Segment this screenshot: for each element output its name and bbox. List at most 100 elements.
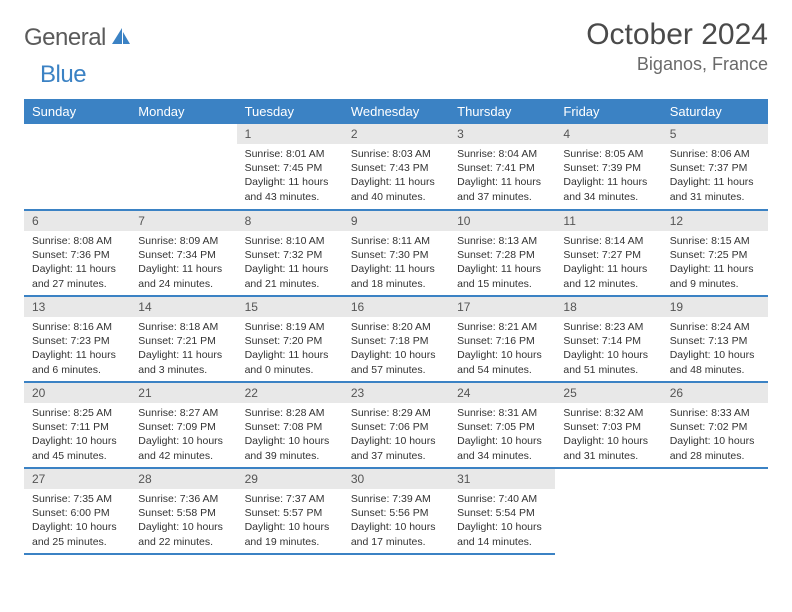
col-tuesday: Tuesday [237,99,343,124]
day-data: Sunrise: 7:40 AMSunset: 5:54 PMDaylight:… [449,489,555,553]
calendar-cell [130,124,236,210]
calendar-cell: 18Sunrise: 8:23 AMSunset: 7:14 PMDayligh… [555,296,661,382]
day-data: Sunrise: 8:01 AMSunset: 7:45 PMDaylight:… [237,144,343,208]
calendar-week: 20Sunrise: 8:25 AMSunset: 7:11 PMDayligh… [24,382,768,468]
day-data: Sunrise: 7:35 AMSunset: 6:00 PMDaylight:… [24,489,130,553]
day-number: 15 [237,297,343,317]
day-number: 2 [343,124,449,144]
day-data: Sunrise: 8:03 AMSunset: 7:43 PMDaylight:… [343,144,449,208]
day-data: Sunrise: 8:28 AMSunset: 7:08 PMDaylight:… [237,403,343,467]
calendar-cell: 6Sunrise: 8:08 AMSunset: 7:36 PMDaylight… [24,210,130,296]
calendar-week: 13Sunrise: 8:16 AMSunset: 7:23 PMDayligh… [24,296,768,382]
day-data: Sunrise: 8:32 AMSunset: 7:03 PMDaylight:… [555,403,661,467]
day-number: 3 [449,124,555,144]
day-number: 29 [237,469,343,489]
day-number: 4 [555,124,661,144]
day-data: Sunrise: 8:09 AMSunset: 7:34 PMDaylight:… [130,231,236,295]
logo-text-2: Blue [40,61,86,89]
calendar-cell: 11Sunrise: 8:14 AMSunset: 7:27 PMDayligh… [555,210,661,296]
day-data: Sunrise: 8:20 AMSunset: 7:18 PMDaylight:… [343,317,449,381]
day-data: Sunrise: 8:29 AMSunset: 7:06 PMDaylight:… [343,403,449,467]
month-title: October 2024 [586,18,768,52]
day-number: 8 [237,211,343,231]
col-monday: Monday [130,99,236,124]
calendar-cell: 14Sunrise: 8:18 AMSunset: 7:21 PMDayligh… [130,296,236,382]
day-data: Sunrise: 8:05 AMSunset: 7:39 PMDaylight:… [555,144,661,208]
day-data: Sunrise: 7:36 AMSunset: 5:58 PMDaylight:… [130,489,236,553]
calendar-cell: 7Sunrise: 8:09 AMSunset: 7:34 PMDaylight… [130,210,236,296]
day-number: 5 [662,124,768,144]
day-number: 27 [24,469,130,489]
day-number: 1 [237,124,343,144]
calendar-cell: 5Sunrise: 8:06 AMSunset: 7:37 PMDaylight… [662,124,768,210]
calendar-body: 1Sunrise: 8:01 AMSunset: 7:45 PMDaylight… [24,124,768,554]
day-data: Sunrise: 8:16 AMSunset: 7:23 PMDaylight:… [24,317,130,381]
day-number: 14 [130,297,236,317]
day-number: 7 [130,211,236,231]
calendar-cell: 10Sunrise: 8:13 AMSunset: 7:28 PMDayligh… [449,210,555,296]
calendar-table: Sunday Monday Tuesday Wednesday Thursday… [24,99,768,555]
col-thursday: Thursday [449,99,555,124]
calendar-cell: 17Sunrise: 8:21 AMSunset: 7:16 PMDayligh… [449,296,555,382]
day-data: Sunrise: 8:23 AMSunset: 7:14 PMDaylight:… [555,317,661,381]
day-data: Sunrise: 8:18 AMSunset: 7:21 PMDaylight:… [130,317,236,381]
day-data: Sunrise: 8:33 AMSunset: 7:02 PMDaylight:… [662,403,768,467]
calendar-cell: 4Sunrise: 8:05 AMSunset: 7:39 PMDaylight… [555,124,661,210]
day-data: Sunrise: 8:08 AMSunset: 7:36 PMDaylight:… [24,231,130,295]
calendar-cell: 15Sunrise: 8:19 AMSunset: 7:20 PMDayligh… [237,296,343,382]
calendar-cell: 31Sunrise: 7:40 AMSunset: 5:54 PMDayligh… [449,468,555,554]
day-number: 28 [130,469,236,489]
location: Biganos, France [586,54,768,75]
day-number: 26 [662,383,768,403]
calendar-cell [662,468,768,554]
day-number: 13 [24,297,130,317]
calendar-week: 27Sunrise: 7:35 AMSunset: 6:00 PMDayligh… [24,468,768,554]
calendar-cell [555,468,661,554]
day-data: Sunrise: 8:06 AMSunset: 7:37 PMDaylight:… [662,144,768,208]
title-block: October 2024 Biganos, France [586,18,768,75]
day-data: Sunrise: 8:13 AMSunset: 7:28 PMDaylight:… [449,231,555,295]
day-number: 19 [662,297,768,317]
day-number: 22 [237,383,343,403]
day-number: 30 [343,469,449,489]
calendar-cell: 25Sunrise: 8:32 AMSunset: 7:03 PMDayligh… [555,382,661,468]
day-data: Sunrise: 8:19 AMSunset: 7:20 PMDaylight:… [237,317,343,381]
day-data: Sunrise: 8:04 AMSunset: 7:41 PMDaylight:… [449,144,555,208]
calendar-cell [24,124,130,210]
day-data: Sunrise: 8:10 AMSunset: 7:32 PMDaylight:… [237,231,343,295]
day-data: Sunrise: 7:37 AMSunset: 5:57 PMDaylight:… [237,489,343,553]
col-saturday: Saturday [662,99,768,124]
day-number: 10 [449,211,555,231]
day-number: 11 [555,211,661,231]
calendar-cell: 23Sunrise: 8:29 AMSunset: 7:06 PMDayligh… [343,382,449,468]
calendar-cell: 16Sunrise: 8:20 AMSunset: 7:18 PMDayligh… [343,296,449,382]
calendar-cell: 24Sunrise: 8:31 AMSunset: 7:05 PMDayligh… [449,382,555,468]
day-number: 9 [343,211,449,231]
calendar-cell: 29Sunrise: 7:37 AMSunset: 5:57 PMDayligh… [237,468,343,554]
calendar-cell: 21Sunrise: 8:27 AMSunset: 7:09 PMDayligh… [130,382,236,468]
day-data: Sunrise: 8:31 AMSunset: 7:05 PMDaylight:… [449,403,555,467]
day-data: Sunrise: 8:25 AMSunset: 7:11 PMDaylight:… [24,403,130,467]
day-data: Sunrise: 8:27 AMSunset: 7:09 PMDaylight:… [130,403,236,467]
col-wednesday: Wednesday [343,99,449,124]
calendar-cell: 30Sunrise: 7:39 AMSunset: 5:56 PMDayligh… [343,468,449,554]
col-friday: Friday [555,99,661,124]
day-number: 12 [662,211,768,231]
day-number: 6 [24,211,130,231]
col-sunday: Sunday [24,99,130,124]
day-number: 16 [343,297,449,317]
calendar-cell: 9Sunrise: 8:11 AMSunset: 7:30 PMDaylight… [343,210,449,296]
calendar-cell: 3Sunrise: 8:04 AMSunset: 7:41 PMDaylight… [449,124,555,210]
calendar-cell: 2Sunrise: 8:03 AMSunset: 7:43 PMDaylight… [343,124,449,210]
calendar-cell: 8Sunrise: 8:10 AMSunset: 7:32 PMDaylight… [237,210,343,296]
day-number: 21 [130,383,236,403]
day-header-row: Sunday Monday Tuesday Wednesday Thursday… [24,99,768,124]
day-number: 24 [449,383,555,403]
calendar-cell: 22Sunrise: 8:28 AMSunset: 7:08 PMDayligh… [237,382,343,468]
calendar-cell: 12Sunrise: 8:15 AMSunset: 7:25 PMDayligh… [662,210,768,296]
day-number: 18 [555,297,661,317]
calendar-week: 1Sunrise: 8:01 AMSunset: 7:45 PMDaylight… [24,124,768,210]
calendar-cell: 26Sunrise: 8:33 AMSunset: 7:02 PMDayligh… [662,382,768,468]
calendar-cell: 19Sunrise: 8:24 AMSunset: 7:13 PMDayligh… [662,296,768,382]
calendar-cell: 27Sunrise: 7:35 AMSunset: 6:00 PMDayligh… [24,468,130,554]
